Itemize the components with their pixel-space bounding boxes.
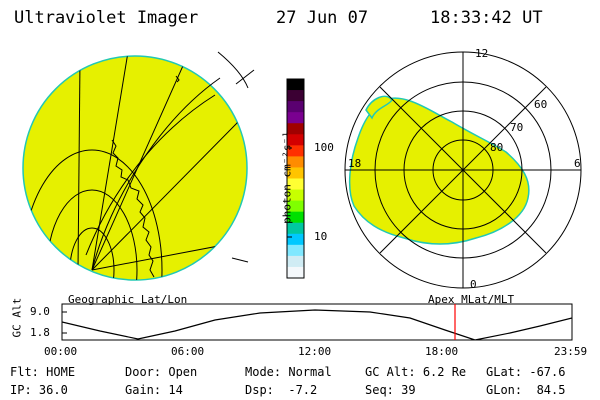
time-readout: 18:33:42 UT: [430, 8, 543, 28]
mlat-label-80: 80: [490, 141, 504, 154]
colorbar-tick-100: 100: [314, 141, 334, 154]
status-door: Door: Open: [125, 365, 198, 379]
colorbar-cell: [287, 200, 304, 213]
colorbar: [286, 78, 305, 279]
polar-map-caption: Apex MLat/MLT: [428, 293, 515, 306]
geo-map-caption: Geographic Lat/Lon: [68, 293, 188, 306]
colorbar-cell: [287, 167, 304, 180]
geographic-map: [22, 51, 255, 281]
colorbar-cell: [287, 79, 304, 91]
colorbar-cell: [287, 156, 304, 169]
time-tick-0000: 00:00: [44, 345, 78, 358]
status-gain: Gain: 14: [125, 383, 183, 397]
time-tick-1800: 18:00: [425, 345, 459, 358]
colorbar-cell: [287, 222, 304, 235]
status-dsp: Dsp: -7.2: [245, 383, 318, 397]
colorbar-cell: [287, 145, 304, 157]
colorbar-cell: [287, 244, 304, 257]
colorbar-cell: [287, 211, 304, 224]
time-tick-0600: 06:00: [171, 345, 205, 358]
polar-grid: [345, 52, 581, 288]
date-readout: 27 Jun 07: [276, 8, 369, 28]
colorbar-cell: [287, 134, 304, 146]
mlt-label-0: 0: [470, 278, 477, 291]
colorbar-cell: [287, 266, 304, 279]
colorbar-cell: [287, 112, 304, 124]
mlt-label-18: 18: [348, 157, 362, 170]
colorbar-cell: [287, 255, 304, 268]
colorbar-cell: [287, 90, 304, 102]
status-filter: Flt: HOME: [10, 365, 76, 379]
mlat-label-60: 60: [534, 98, 548, 111]
app-title: Ultraviolet Imager: [14, 8, 199, 28]
status-ip: IP: 36.0: [10, 383, 68, 397]
auroral-oval: [348, 95, 530, 245]
mlt-label-12: 12: [475, 47, 489, 60]
colorbar-cell: [287, 233, 304, 246]
colorbar-cell: [287, 123, 304, 135]
time-tick-1200: 12:00: [298, 345, 332, 358]
altitude-tick-1-8: 1.8: [30, 326, 50, 339]
colorbar-unit-label: photon cm⁻²s⁻¹: [280, 131, 294, 224]
altitude-y-label: GC Alt: [10, 297, 24, 338]
coastline: [111, 139, 155, 278]
status-glon: GLon: 84.5: [486, 383, 566, 397]
mlt-label-6: 6: [574, 157, 581, 170]
mlat-label-70: 70: [510, 121, 524, 134]
status-gc-alt: GC Alt: 6.2 Re: [365, 365, 467, 379]
polar-map: [344, 51, 582, 289]
geo-grid-outer: [91, 51, 255, 271]
colorbar-tick-10: 10: [314, 230, 328, 243]
colorbar-cell: [287, 178, 304, 191]
status-seq: Seq: 39: [365, 383, 416, 397]
colorbar-cell: [287, 189, 304, 202]
status-mode: Mode: Normal: [245, 365, 332, 379]
status-glat: GLat: -67.6: [486, 365, 566, 379]
coastline-island: [175, 75, 180, 83]
colorbar-cell: [287, 101, 304, 113]
altitude-plot: [61, 303, 573, 341]
altitude-tick-9: 9.0: [30, 305, 50, 318]
time-tick-2359: 23:59: [554, 345, 588, 358]
